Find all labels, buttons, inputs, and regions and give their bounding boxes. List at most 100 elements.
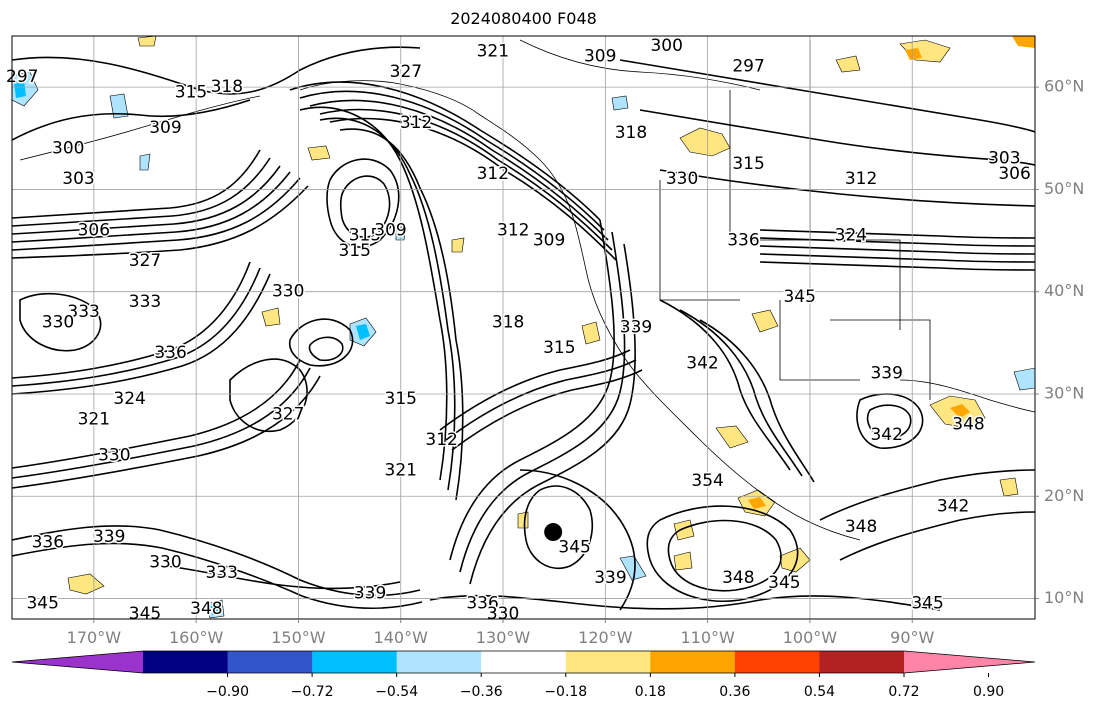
anomaly-patch: [356, 324, 370, 340]
contour-line: [12, 46, 421, 95]
contour-label: 345: [911, 594, 943, 614]
contour-label: 336: [466, 594, 498, 614]
anomaly-patch: [307, 145, 331, 161]
anomaly-patch: [673, 519, 695, 541]
lat-tick-label: 20°N: [1044, 486, 1084, 505]
contour-label: 303: [62, 169, 94, 189]
contour-label: 327: [129, 251, 161, 271]
contour-label: 312: [425, 430, 457, 450]
lat-tick-label: 40°N: [1044, 281, 1084, 300]
anomaly-patch: [950, 404, 970, 418]
storm-center-marker: [544, 523, 563, 542]
lon-tick-label: 170°W: [67, 628, 122, 647]
contour-line: [12, 185, 309, 259]
contour-label: 348: [722, 568, 754, 588]
contour-label: 330: [272, 282, 304, 302]
lon-tick-label: 130°W: [476, 628, 531, 647]
contour-label: 309: [533, 231, 565, 251]
longitude-tick-labels: 170°W 160°W 150°W 140°W 130°W 120°W 110°W 100°W…: [67, 619, 935, 647]
contour-label: 321: [78, 410, 110, 430]
contour-line: [759, 237, 1035, 247]
contour-line: [459, 231, 626, 573]
coastline: [830, 319, 931, 400]
lon-tick-label: 100°W: [783, 628, 838, 647]
coastline: [779, 300, 860, 381]
coastline: [519, 39, 761, 91]
contour-label: 306: [78, 220, 110, 240]
contour-label: 312: [845, 169, 877, 189]
contour-label: 345: [783, 287, 815, 307]
contour-line: [759, 245, 1035, 255]
contour-line: [12, 273, 271, 395]
anomaly-patch: [451, 237, 465, 253]
contour-label: 321: [477, 41, 509, 61]
contour-label: 348: [845, 517, 877, 537]
map-frame: [11, 35, 1036, 620]
contour-line: [12, 157, 271, 227]
contour-line: [319, 108, 613, 251]
anomaly-patch: [715, 425, 749, 449]
contour-line: [299, 90, 605, 231]
contour-label: 345: [129, 604, 161, 624]
colorbar-segment: [227, 651, 313, 673]
colorbar-tick-label: −0.54: [375, 684, 418, 700]
contour-line: [759, 253, 1035, 263]
contour-label: 339: [594, 568, 626, 588]
contour-line: [523, 485, 593, 570]
colorbar-segment: [565, 651, 651, 673]
colorbar-tick-label: −0.90: [206, 684, 249, 700]
contour-label: 318: [492, 312, 524, 332]
lon-tick-label: 150°W: [271, 628, 326, 647]
contour-label: 345: [26, 594, 58, 614]
contour-line: [329, 117, 617, 261]
contour-line: [289, 81, 601, 221]
contour-line: [308, 336, 344, 362]
colorbar-tick-label: 0.72: [888, 684, 919, 700]
colorbar-tick-label: −0.72: [291, 684, 334, 700]
contour-label: 336: [32, 532, 64, 552]
anomaly-patch: [835, 55, 861, 73]
colorbar-tick-label: 0.54: [804, 684, 835, 700]
contour-label: 339: [870, 364, 902, 384]
lon-tick-label: 120°W: [578, 628, 633, 647]
lat-tick-label: 50°N: [1044, 179, 1084, 198]
contour-line: [299, 106, 448, 481]
anomaly-patch: [139, 153, 151, 171]
contour-line: [449, 219, 615, 561]
contour-line: [866, 404, 912, 440]
contour-line: [12, 177, 301, 251]
contour-line: [12, 165, 281, 235]
colorbar-tick-label: 0.18: [635, 684, 666, 700]
contour-label: 327: [390, 62, 422, 82]
coastline-layer: [19, 39, 1035, 541]
contour-line: [319, 117, 456, 491]
contour-line: [12, 375, 321, 489]
colorbar-segment: [396, 651, 482, 673]
anomaly-patch: [748, 497, 766, 509]
contour-label: 324: [113, 389, 145, 409]
lat-tick-label: 10°N: [1044, 588, 1084, 607]
coastline: [899, 379, 1035, 413]
contour-label: 309: [149, 118, 181, 138]
coastline: [659, 180, 740, 301]
contour-label: 333: [67, 302, 99, 322]
contour-line: [451, 369, 643, 451]
contour-line: [639, 109, 1035, 166]
contour-label: 348: [190, 599, 222, 619]
contour-label: 297: [6, 67, 38, 87]
colorbar-tick-label: 0.36: [719, 684, 750, 700]
contour-line: [759, 229, 1035, 239]
contour-line: [646, 505, 799, 602]
anomaly-patch: [109, 93, 129, 119]
lon-tick-label: 110°W: [680, 628, 735, 647]
contour-label: 303: [988, 149, 1020, 169]
contour-line: [819, 469, 1035, 521]
contour-label: 345: [768, 573, 800, 593]
contour-line: [839, 511, 1035, 561]
anomaly-patch: [137, 36, 157, 47]
contour-label: 315: [543, 338, 575, 358]
anomaly-patch: [619, 555, 647, 581]
